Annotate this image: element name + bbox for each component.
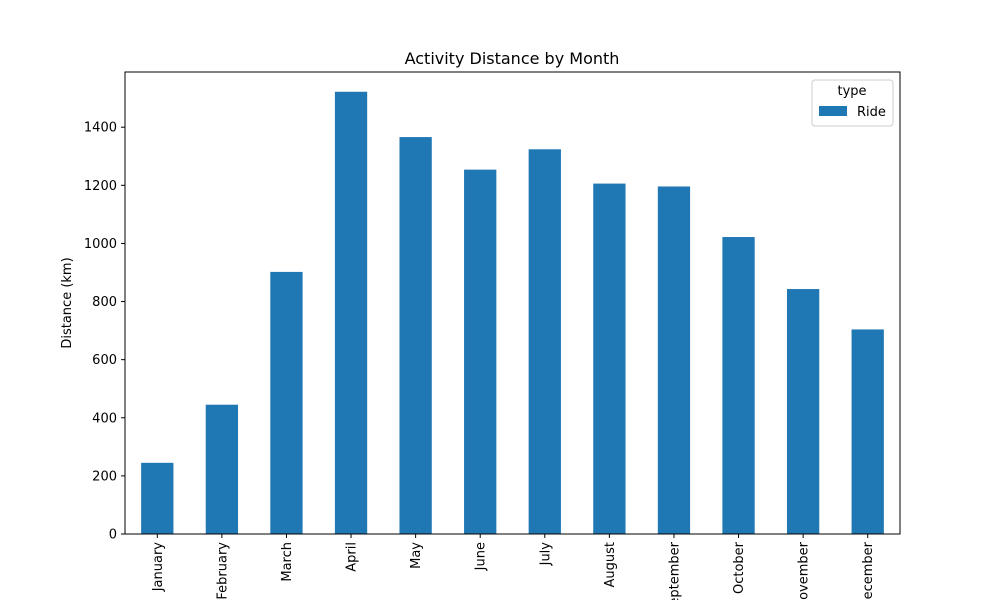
plot-frame — [124, 71, 901, 535]
x-tick-label: October — [732, 541, 747, 594]
x-axis: January February March April May June July Augu… — [151, 534, 876, 600]
y-axis-label: Distance (km) — [60, 257, 75, 348]
x-tick-label: December — [861, 541, 876, 600]
bar-april — [334, 91, 368, 535]
y-axis: 0 200 400 600 800 1000 1200 1400 — [84, 121, 125, 543]
bar-september — [657, 186, 691, 534]
x-tick-label: June — [474, 542, 489, 571]
x-tick-label: July — [538, 542, 553, 567]
x-tick-label: February — [215, 542, 230, 600]
y-tick-label: 800 — [92, 295, 117, 310]
bar-june — [464, 169, 497, 534]
bar-january — [141, 462, 174, 534]
legend-title: type — [837, 84, 866, 99]
bar-may — [399, 137, 432, 534]
bar-december — [851, 329, 884, 534]
y-tick-label: 1400 — [84, 121, 117, 136]
y-tick-label: 0 — [109, 528, 117, 543]
y-tick-label: 600 — [92, 353, 117, 368]
legend-swatch-ride — [819, 106, 847, 116]
y-tick-label: 1200 — [84, 179, 117, 194]
bar-november — [786, 289, 820, 534]
y-tick-label: 400 — [92, 411, 117, 426]
bar-october — [722, 237, 755, 534]
x-tick-label: May — [409, 542, 424, 569]
y-tick-label: 200 — [92, 469, 117, 484]
legend: type Ride — [811, 79, 894, 127]
x-tick-label: March — [280, 542, 295, 582]
bars-group — [141, 91, 884, 535]
x-tick-label: September — [667, 541, 682, 600]
bar-february — [205, 404, 239, 534]
x-tick-label: August — [603, 542, 618, 588]
y-tick-label: 1000 — [84, 237, 117, 252]
bar-august — [593, 183, 626, 534]
x-tick-label: January — [151, 542, 166, 593]
chart-title: Activity Distance by Month — [405, 49, 620, 68]
x-tick-label: November — [797, 541, 812, 600]
bar-july — [528, 149, 561, 534]
x-tick-label: April — [345, 542, 360, 572]
bar-march — [270, 271, 303, 534]
legend-label-ride: Ride — [857, 105, 886, 120]
